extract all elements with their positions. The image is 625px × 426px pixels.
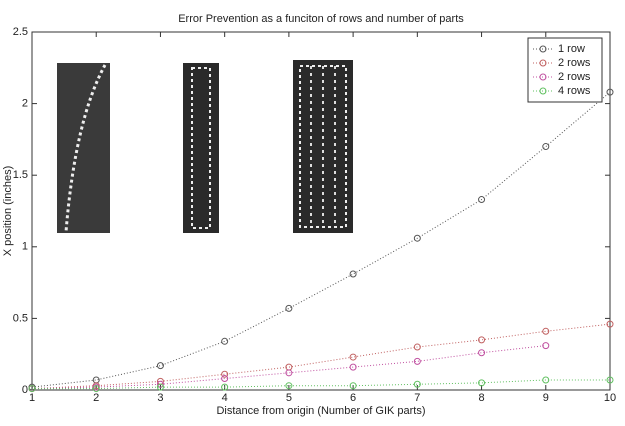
data-point xyxy=(478,349,486,357)
x-axis-label: Distance from origin (Number of GIK part… xyxy=(216,405,425,417)
chart-title: Error Prevention as a funciton of rows a… xyxy=(178,13,464,25)
legend-marker xyxy=(539,59,547,67)
data-point xyxy=(92,385,100,393)
data-point xyxy=(221,370,229,378)
inset-images xyxy=(57,60,353,233)
data-point xyxy=(156,380,164,388)
data-point xyxy=(349,382,357,390)
legend-label: 2 rows xyxy=(558,71,591,83)
data-point xyxy=(542,143,550,151)
data-point xyxy=(413,380,421,388)
legend-label: 1 row xyxy=(558,43,585,55)
series-line xyxy=(31,345,546,390)
data-point xyxy=(285,304,293,312)
data-point xyxy=(606,376,614,384)
x-tick-label: 5 xyxy=(286,392,292,404)
legend-label: 4 rows xyxy=(558,85,591,97)
y-tick-label: 2 xyxy=(22,98,28,110)
x-tick-label: 8 xyxy=(478,392,484,404)
data-point xyxy=(285,382,293,390)
data-point xyxy=(413,234,421,242)
inset-image xyxy=(57,63,110,233)
legend-marker xyxy=(539,87,547,95)
legend-label: 2 rows xyxy=(558,57,591,69)
series-line xyxy=(32,379,610,390)
data-point xyxy=(156,383,164,391)
data-point xyxy=(478,336,486,344)
data-point xyxy=(542,376,550,384)
y-tick-label: 0 xyxy=(22,384,28,396)
data-point xyxy=(221,375,229,383)
data-point xyxy=(285,369,293,377)
inset-pattern xyxy=(310,66,336,227)
legend-marker xyxy=(539,73,547,81)
data-point xyxy=(606,320,614,328)
data-point xyxy=(478,379,486,387)
data-point xyxy=(221,383,229,391)
y-tick-label: 1.5 xyxy=(13,169,28,181)
data-point xyxy=(28,385,36,393)
data-point xyxy=(606,88,614,96)
x-tick-label: 7 xyxy=(414,392,420,404)
series-line xyxy=(31,323,611,390)
data-point xyxy=(349,363,357,371)
inset-pattern xyxy=(191,67,211,229)
inset-image xyxy=(183,63,219,233)
x-tick-label: 6 xyxy=(350,392,356,404)
data-point xyxy=(478,196,486,204)
data-point xyxy=(542,342,550,350)
legend: 1 row 2 rows 2 rows 4 rows xyxy=(527,37,603,103)
data-point xyxy=(349,353,357,361)
x-tick-label: 4 xyxy=(222,392,228,404)
data-point xyxy=(413,357,421,365)
series-line xyxy=(31,91,611,388)
y-tick-label: 2.5 xyxy=(13,26,28,38)
data-point xyxy=(156,362,164,370)
y-tick-label: 1 xyxy=(22,241,28,253)
y-tick-label: 0.5 xyxy=(13,312,28,324)
legend-marker xyxy=(539,45,547,53)
data-point xyxy=(542,327,550,335)
inset-pattern xyxy=(64,64,107,233)
x-tick-label: 2 xyxy=(93,392,99,404)
data-point xyxy=(413,343,421,351)
data-point xyxy=(349,270,357,278)
x-tick-label: 3 xyxy=(157,392,163,404)
data-point xyxy=(221,337,229,345)
y-axis-label: X position (inches) xyxy=(2,166,14,257)
x-tick-label: 9 xyxy=(543,392,549,404)
x-tick-label: 1 xyxy=(29,392,35,404)
x-tick-label: 10 xyxy=(604,392,616,404)
